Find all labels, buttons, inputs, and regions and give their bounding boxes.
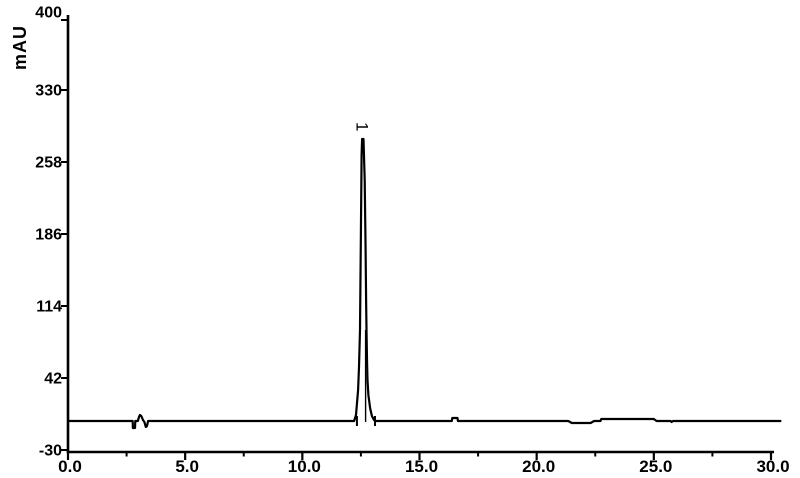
- x-tick-label: 0.0: [58, 457, 82, 476]
- x-tick-label: 30.0: [756, 457, 789, 476]
- x-tick-label: 10.0: [288, 457, 321, 476]
- y-axis-unit-label: mAU: [10, 25, 30, 70]
- peak-annotations: 1: [353, 122, 372, 131]
- x-tick-label: 25.0: [639, 457, 672, 476]
- y-tick-label: 330: [35, 83, 62, 100]
- axes: 400 330 258 186 114 42 -300.0 5.0 10.0 15.0 20.0 25…: [35, 5, 789, 477]
- peak-number-label: 1: [353, 122, 372, 131]
- x-tick-label: 5.0: [175, 457, 199, 476]
- x-tick-label: 15.0: [405, 457, 438, 476]
- y-tick-label: -30: [39, 443, 62, 460]
- y-tick-label: 258: [35, 155, 62, 172]
- y-tick-label: 42: [44, 371, 62, 388]
- y-tick-label: 114: [36, 299, 62, 316]
- signal-trace: [66, 137, 782, 430]
- x-tick-label: 20.0: [522, 457, 555, 476]
- y-tick-label: 400: [35, 5, 62, 22]
- y-tick-label: 186: [35, 227, 62, 244]
- signal-trace-line: [66, 137, 782, 430]
